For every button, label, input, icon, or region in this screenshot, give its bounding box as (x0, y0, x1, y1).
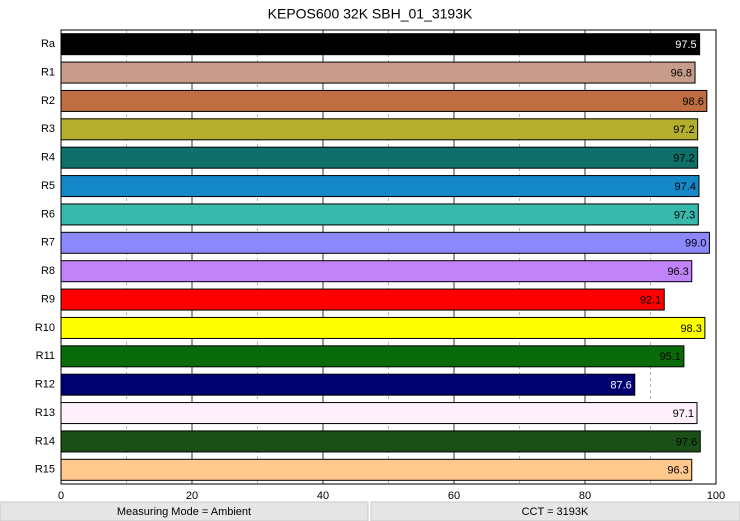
x-tick-label: 80 (579, 490, 591, 502)
value-label: 98.3 (680, 323, 701, 335)
plot-frame (60, 29, 717, 485)
y-tick-label: R1 (41, 66, 55, 78)
bar (60, 458, 693, 481)
x-tick-label: 0 (58, 490, 64, 502)
value-label: 97.5 (675, 39, 696, 51)
chart-title: KEPOS600 32K SBH_01_3193K (268, 6, 473, 22)
value-label: 97.2 (673, 153, 694, 165)
value-label: 95.1 (659, 351, 680, 363)
bar (60, 33, 701, 56)
y-tick-label: R2 (41, 95, 55, 107)
value-label: 98.6 (682, 96, 703, 108)
bar (60, 118, 699, 141)
y-tick-label: R8 (41, 265, 55, 277)
value-label: 97.2 (673, 124, 694, 136)
bar (60, 61, 696, 84)
y-tick-label: R3 (41, 123, 55, 135)
value-label: 92.1 (640, 294, 661, 306)
footer-text: CCT = 3193K (522, 506, 589, 518)
bar (60, 430, 701, 453)
bar (60, 288, 665, 311)
footer-box (370, 501, 740, 521)
value-label: 97.6 (676, 436, 697, 448)
y-tick-label: R7 (41, 237, 55, 249)
x-tick-label: 20 (186, 490, 198, 502)
value-label: 96.3 (667, 266, 688, 278)
value-label: 97.1 (673, 408, 694, 420)
x-tick-label: 40 (317, 490, 329, 502)
value-label: 96.3 (667, 465, 688, 477)
value-label: 96.8 (671, 67, 692, 79)
bar (60, 231, 710, 254)
bar (60, 89, 708, 112)
value-label: 97.4 (675, 181, 696, 193)
value-label: 99.0 (685, 238, 706, 250)
y-tick-label: R10 (35, 322, 55, 334)
y-tick-label: R9 (41, 293, 55, 305)
bar (60, 203, 699, 226)
bar (60, 175, 700, 198)
y-tick-label: R11 (36, 350, 55, 362)
bar (60, 402, 698, 425)
y-tick-label: R13 (35, 407, 55, 419)
bar (60, 260, 693, 283)
value-label: 97.3 (674, 209, 695, 221)
y-tick-label: R6 (41, 208, 55, 220)
value-label: 87.6 (610, 380, 631, 392)
footer-box (0, 501, 369, 521)
y-tick-label: R4 (41, 152, 55, 164)
y-tick-label: R12 (35, 379, 55, 391)
bar (60, 146, 699, 169)
y-tick-label: Ra (41, 38, 56, 50)
x-tick-label: 100 (707, 490, 725, 502)
y-tick-label: R14 (35, 435, 55, 447)
y-tick-label: R15 (35, 464, 55, 476)
bar (60, 345, 685, 368)
footer-text: Measuring Mode = Ambient (117, 506, 251, 518)
x-tick-label: 60 (448, 490, 460, 502)
y-tick-label: R5 (41, 180, 55, 192)
bar (60, 373, 636, 396)
bar (60, 316, 706, 339)
